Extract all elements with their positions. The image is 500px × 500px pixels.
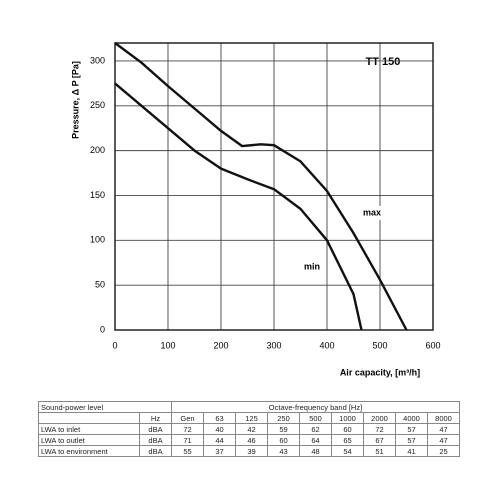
table-cell: 42 <box>235 423 268 435</box>
table-cell: 51 <box>363 445 396 457</box>
table-cell: 48 <box>299 445 332 457</box>
table-cell: 57 <box>395 423 428 435</box>
x-tick-label: 500 <box>372 340 387 350</box>
plot-frame <box>114 42 434 331</box>
label-bg <box>299 260 325 274</box>
curve <box>114 82 363 331</box>
annotation: TT 150 <box>366 56 401 68</box>
y-tick-label: 0 <box>100 324 105 334</box>
table-cell: 4000 <box>395 412 428 424</box>
x-tick-label: 100 <box>160 340 175 350</box>
table-cell: 60 <box>267 434 300 446</box>
table-cell: 250 <box>267 412 300 424</box>
table-cell: dBA <box>139 434 172 446</box>
table-cell: 63 <box>203 412 236 424</box>
y-tick-label: 150 <box>90 190 105 200</box>
sound-table: Sound-power level Octave-frequency band [… <box>38 401 460 457</box>
table-cell: Gen <box>171 412 204 424</box>
table-cell: 8000 <box>427 412 460 424</box>
table-cell: 47 <box>427 423 460 435</box>
curve <box>114 42 408 331</box>
table-cell: 1000 <box>331 412 364 424</box>
x-axis-label: Air capacity, [m³/h] <box>340 367 420 377</box>
table-cell: dBA <box>139 445 172 457</box>
table-cell: 60 <box>331 423 364 435</box>
x-tick-label: 300 <box>266 340 281 350</box>
y-tick-label: 300 <box>90 55 105 65</box>
table-cell: 67 <box>363 434 396 446</box>
table-cell: 2000 <box>363 412 396 424</box>
y-tick-label: 50 <box>95 280 105 290</box>
table-cell: 62 <box>299 423 332 435</box>
x-tick-label: 0 <box>112 340 117 350</box>
y-tick-label: 200 <box>90 145 105 155</box>
table-cell: 40 <box>203 423 236 435</box>
y-tick-label: 100 <box>90 235 105 245</box>
table-cell: LWA to outlet <box>38 434 140 446</box>
table-cell: Octave-frequency band [Hz] <box>171 401 460 413</box>
label-bg <box>359 206 385 220</box>
table-row: LWA to inlet dBA 72 40 42 59 62 60 72 57 47 <box>38 423 460 435</box>
table-cell: 41 <box>395 445 428 457</box>
table-cell: 39 <box>235 445 268 457</box>
x-tick-label: 600 <box>425 340 440 350</box>
chart: TT 150 Air capacity, [m³/h] Pressure, Δ … <box>70 42 441 377</box>
table-cell: 72 <box>171 423 204 435</box>
table-cell: 71 <box>171 434 204 446</box>
x-tick-label: 400 <box>319 340 334 350</box>
series-label: max <box>363 207 381 217</box>
series-label: min <box>304 261 320 271</box>
table-cell: 500 <box>299 412 332 424</box>
table-row: Hz Gen 63 125 250 500 1000 2000 4000 8000 <box>38 412 460 424</box>
table-cell: 125 <box>235 412 268 424</box>
table-cell: 46 <box>235 434 268 446</box>
table-cell: 44 <box>203 434 236 446</box>
table-row: LWA to environment dBA 55 37 39 43 48 54 51 41 25 <box>38 445 460 457</box>
table-cell: Sound-power level <box>38 401 172 413</box>
y-tick-label: 250 <box>90 100 105 110</box>
table-cell: 64 <box>299 434 332 446</box>
table-row: LWA to outlet dBA 71 44 46 60 64 65 67 57 47 <box>38 434 460 446</box>
table-cell: 43 <box>267 445 300 457</box>
table-cell: 59 <box>267 423 300 435</box>
table-cell: 37 <box>203 445 236 457</box>
table-cell: dBA <box>139 423 172 435</box>
table-row: Sound-power level Octave-frequency band [… <box>38 401 460 413</box>
table-cell: LWA to environment <box>38 445 140 457</box>
x-tick-label: 200 <box>213 340 228 350</box>
y-axis-label: Pressure, Δ P [Pa] <box>70 61 80 139</box>
table-cell: 72 <box>363 423 396 435</box>
table-cell: 57 <box>395 434 428 446</box>
table-cell: 65 <box>331 434 364 446</box>
table-cell <box>38 412 140 424</box>
table-cell: 54 <box>331 445 364 457</box>
table-cell: LWA to inlet <box>38 423 140 435</box>
table-cell: 55 <box>171 445 204 457</box>
table-cell: 47 <box>427 434 460 446</box>
table-cell: Hz <box>139 412 172 424</box>
table-cell: 25 <box>427 445 460 457</box>
